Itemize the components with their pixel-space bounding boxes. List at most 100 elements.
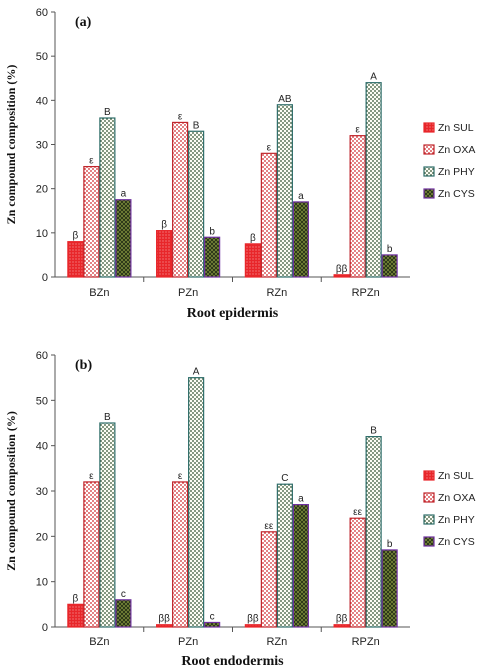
bar-label-oxa-pzn: ε — [178, 471, 183, 482]
x-tick-label: PZn — [178, 287, 198, 299]
bar-label-cys-rpzn: b — [387, 539, 393, 550]
legend-swatch-phy — [423, 166, 435, 177]
bar-label-phy-bzn: B — [104, 412, 111, 423]
legend: Zn SUL Zn OXA Zn PHY Zn CYS — [423, 122, 475, 200]
legend-swatch-phy — [423, 514, 435, 525]
y-tick-label: 30 — [36, 140, 48, 152]
y-axis-title: Zn compound composition (%) — [4, 65, 18, 225]
bar-oxa-bzn — [83, 165, 100, 278]
x-axis-title: Root epidermis — [187, 306, 279, 321]
bar-oxa-rpzn — [349, 135, 366, 278]
panel-label: (a) — [75, 15, 92, 30]
bar-label-cys-rzn: a — [298, 494, 304, 505]
y-tick-label: 40 — [36, 441, 48, 453]
bar-oxa-bzn — [83, 481, 100, 628]
bar-oxa-rpzn — [349, 517, 366, 628]
bar-label-sul-rpzn: ββ — [336, 614, 348, 625]
y-tick-label: 20 — [36, 531, 48, 543]
chart-panel-b: 0 10 20 30 40 50 60 Zn compound composition (%)… — [4, 350, 475, 669]
bar-label-oxa-bzn: ε — [89, 156, 94, 167]
legend-label-phy: Zn PHY — [438, 166, 475, 178]
bar-cys-bzn — [115, 599, 132, 628]
legend-label-sul: Zn SUL — [438, 122, 474, 134]
legend-label-cys: Zn CYS — [438, 188, 475, 200]
y-tick-label: 30 — [36, 486, 48, 498]
bar-label-phy-rzn: C — [281, 473, 288, 484]
panel-label: (b) — [75, 358, 92, 373]
bar-label-cys-bzn: a — [121, 189, 127, 200]
legend-swatch-cys — [423, 536, 435, 547]
y-tick-label: 0 — [42, 622, 48, 634]
bar-oxa-rzn — [260, 152, 277, 278]
bar-phy-pzn — [188, 377, 205, 628]
bar-sul-rpzn — [333, 274, 350, 278]
legend-swatch-cys — [423, 188, 435, 199]
bar-sul-pzn — [156, 624, 173, 628]
bar-sul-pzn — [156, 230, 173, 278]
bar-label-phy-rpzn: A — [370, 72, 377, 83]
bar-phy-rpzn — [365, 436, 382, 628]
bar-sul-bzn — [67, 603, 84, 628]
bar-label-sul-pzn: β — [161, 220, 167, 231]
x-tick-label: RZn — [266, 287, 287, 299]
y-tick-label: 10 — [36, 228, 48, 240]
y-tick-label: 40 — [36, 95, 48, 107]
bar-label-phy-bzn: B — [104, 107, 111, 118]
bar-oxa-rzn — [260, 531, 277, 628]
bar-sul-rpzn — [333, 624, 350, 628]
bar-phy-bzn — [99, 117, 116, 278]
bar-oxa-pzn — [172, 481, 189, 628]
bar-label-sul-bzn: β — [72, 593, 78, 604]
x-tick-label: RPZn — [352, 287, 380, 299]
legend-label-oxa: Zn OXA — [438, 492, 475, 504]
legend-swatch-sul — [423, 122, 435, 133]
chart-panel-a: 0 10 20 30 40 50 60 Zn compound composition (%)… — [4, 7, 475, 321]
legend-swatch-sul — [423, 470, 435, 481]
x-tick-label: RZn — [266, 636, 287, 648]
legend-label-sul: Zn SUL — [438, 470, 474, 482]
bar-label-oxa-rzn: ε — [267, 142, 272, 153]
legend-label-phy: Zn PHY — [438, 514, 475, 526]
bar-label-cys-bzn: c — [121, 589, 126, 600]
legend-swatch-oxa — [423, 492, 435, 503]
bar-label-sul-bzn: β — [72, 231, 78, 242]
bar-phy-rzn — [276, 483, 293, 628]
bar-label-sul-rpzn: ββ — [336, 264, 348, 275]
x-tick-label: BZn — [89, 287, 109, 299]
x-tick-label: PZn — [178, 636, 198, 648]
bar-phy-bzn — [99, 422, 116, 628]
bar-oxa-pzn — [172, 121, 189, 278]
bar-label-oxa-rpzn: ε — [355, 125, 360, 136]
x-tick-label: RPZn — [352, 636, 380, 648]
bar-cys-rpzn — [381, 549, 398, 628]
bar-label-oxa-rzn: εε — [264, 521, 273, 532]
bar-label-phy-rzn: AB — [278, 94, 292, 105]
bar-cys-rzn — [292, 201, 309, 278]
bar-label-oxa-rpzn: εε — [353, 507, 362, 518]
bar-label-cys-rpzn: b — [387, 244, 393, 255]
bar-label-phy-pzn: A — [193, 367, 200, 378]
bar-label-oxa-pzn: ε — [178, 111, 183, 122]
y-tick-label: 20 — [36, 184, 48, 196]
bar-phy-rpzn — [365, 82, 382, 278]
y-tick-label: 10 — [36, 577, 48, 589]
bar-cys-bzn — [115, 199, 132, 278]
bar-sul-rzn — [244, 243, 261, 278]
y-tick-label: 50 — [36, 51, 48, 63]
bar-cys-pzn — [204, 236, 221, 278]
bar-label-phy-rpzn: B — [370, 426, 377, 437]
legend-label-oxa: Zn OXA — [438, 144, 475, 156]
bar-cys-rzn — [292, 504, 309, 628]
bar-phy-rzn — [276, 104, 293, 278]
x-tick-label: BZn — [89, 636, 109, 648]
bar-label-oxa-bzn: ε — [89, 471, 94, 482]
bar-label-cys-rzn: a — [298, 191, 304, 202]
bar-cys-pzn — [204, 621, 221, 628]
bar-label-phy-pzn: B — [193, 120, 200, 131]
bar-label-cys-pzn: c — [210, 611, 215, 622]
legend-swatch-oxa — [423, 144, 435, 155]
y-tick-label: 60 — [36, 7, 48, 19]
y-axis-title: Zn compound composition (%) — [4, 411, 18, 571]
legend: Zn SUL Zn OXA Zn PHY Zn CYS — [423, 470, 475, 548]
